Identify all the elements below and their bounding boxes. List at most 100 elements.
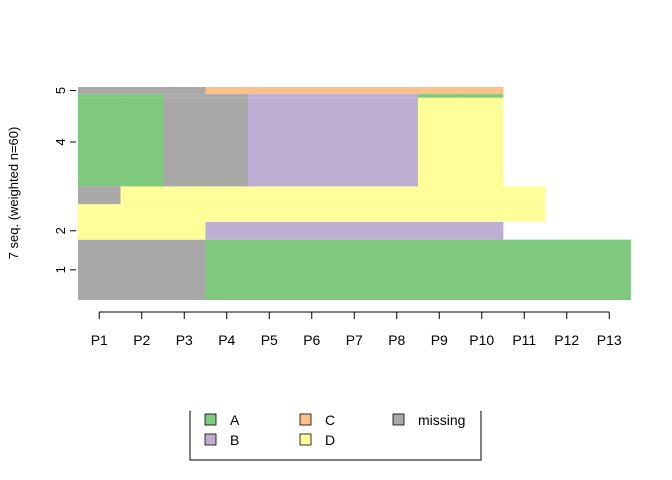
- y-tick-label: 1: [53, 266, 68, 273]
- x-tick-label: P9: [431, 332, 448, 348]
- seq-3-cell-11: [503, 204, 546, 222]
- seq-6-cell-4: [205, 94, 249, 98]
- x-tick-label: P5: [261, 332, 278, 348]
- seq-3-cell-7: [333, 204, 376, 222]
- seq-5-cell-9: [418, 97, 461, 187]
- seq-2-cell-10: [460, 221, 504, 240]
- seq-6-cell-3: [163, 94, 206, 98]
- legend-swatch-C: [299, 413, 312, 426]
- legend-swatch-D: [299, 433, 312, 446]
- seq-3-cell-2: [120, 204, 164, 222]
- x-tick-label: P6: [303, 332, 320, 348]
- seq-1-cell-1: [78, 239, 121, 300]
- seq-2-cell-2: [120, 221, 164, 240]
- seq-7-cell-1: [78, 87, 121, 95]
- y-tick-label: 4: [53, 138, 68, 145]
- seq-7-cell-10: [460, 87, 504, 95]
- seq-3-cell-3: [163, 204, 206, 222]
- seq-7-cell-8: [375, 87, 419, 95]
- seq-6-cell-10: [460, 94, 504, 98]
- seq-1-cell-12: [545, 239, 589, 300]
- x-tick-label: P4: [218, 332, 235, 348]
- y-tick-label: 2: [53, 227, 68, 234]
- x-tick-label: P10: [469, 332, 494, 348]
- seq-1-cell-5: [248, 239, 291, 300]
- seq-1-cell-11: [503, 239, 546, 300]
- seq-2-cell-4: [205, 221, 249, 240]
- x-tick-label: P11: [512, 332, 536, 348]
- seq-4-cell-5: [248, 186, 291, 205]
- sequence-bars: [78, 87, 631, 300]
- seq-5-cell-8: [375, 97, 419, 187]
- seq-5-cell-7: [333, 97, 376, 187]
- x-tick-label: P12: [554, 332, 579, 348]
- seq-2-cell-7: [333, 221, 376, 240]
- seq-6-cell-8: [375, 94, 419, 98]
- legend-swatch-missing: [392, 413, 405, 426]
- seq-5-cell-10: [460, 97, 504, 187]
- seq-1-cell-6: [290, 239, 334, 300]
- y-axis-label: 7 seq. (weighted n=60): [6, 127, 21, 260]
- seq-1-cell-7: [333, 239, 376, 300]
- seq-1-cell-3: [163, 239, 206, 300]
- seq-4-cell-6: [290, 186, 334, 205]
- seq-4-cell-10: [460, 186, 504, 205]
- seq-4-cell-7: [333, 186, 376, 205]
- seq-6-cell-2: [120, 94, 164, 98]
- seq-7-cell-9: [418, 87, 461, 95]
- seq-2-cell-8: [375, 221, 419, 240]
- y-axis: 1 2 4 5: [53, 87, 76, 273]
- seq-6-cell-6: [290, 94, 334, 98]
- seq-3-cell-10: [460, 204, 504, 222]
- seq-4-cell-4: [205, 186, 249, 205]
- seq-6-cell-7: [333, 94, 376, 98]
- seq-4-cell-1: [78, 186, 121, 205]
- x-tick-label: P3: [176, 332, 193, 348]
- seq-2-cell-6: [290, 221, 334, 240]
- seq-5-cell-1: [78, 97, 121, 187]
- x-tick-label: P2: [133, 332, 150, 348]
- seq-5-cell-4: [205, 97, 249, 187]
- seq-1-cell-10: [460, 239, 504, 300]
- seq-3-cell-1: [78, 204, 121, 222]
- seq-5-cell-3: [163, 97, 206, 187]
- legend-label-missing: missing: [418, 412, 465, 428]
- legend-label-D: D: [325, 432, 335, 448]
- seq-4-cell-8: [375, 186, 419, 205]
- seq-7-cell-4: [205, 87, 249, 95]
- seq-1-cell-2: [120, 239, 164, 300]
- seq-1-cell-4: [205, 239, 249, 300]
- seq-2-cell-5: [248, 221, 291, 240]
- legend-label-C: C: [325, 412, 335, 428]
- seq-1-cell-9: [418, 239, 461, 300]
- seq-2-cell-3: [163, 221, 206, 240]
- y-tick-label: 5: [53, 87, 68, 94]
- seq-4-cell-2: [120, 186, 164, 205]
- seq-7-cell-7: [333, 87, 376, 95]
- x-axis: P1 P2 P3 P4 P5 P6 P7 P8 P9 P10 P11 P12 P13: [91, 311, 622, 348]
- seq-5-cell-5: [248, 97, 291, 187]
- seq-5-cell-2: [120, 97, 164, 187]
- seq-3-cell-6: [290, 204, 334, 222]
- seq-6-cell-9: [418, 94, 461, 98]
- x-tick-label: P13: [597, 332, 622, 348]
- x-tick-label: P1: [91, 332, 108, 348]
- legend-label-B: B: [230, 432, 239, 448]
- seq-3-cell-8: [375, 204, 419, 222]
- x-tick-label: P8: [388, 332, 405, 348]
- seq-7-cell-6: [290, 87, 334, 95]
- seq-7-cell-3: [163, 87, 206, 95]
- seq-2-cell-9: [418, 221, 461, 240]
- seq-3-cell-5: [248, 204, 291, 222]
- x-tick-label: P7: [346, 332, 363, 348]
- seq-4-cell-11: [503, 186, 546, 205]
- seq-7-cell-5: [248, 87, 291, 95]
- seq-6-cell-5: [248, 94, 291, 98]
- seq-5-cell-6: [290, 97, 334, 187]
- seq-1-cell-8: [375, 239, 419, 300]
- legend-swatch-B: [204, 433, 217, 446]
- seq-3-cell-9: [418, 204, 461, 222]
- legend-label-A: A: [230, 412, 240, 428]
